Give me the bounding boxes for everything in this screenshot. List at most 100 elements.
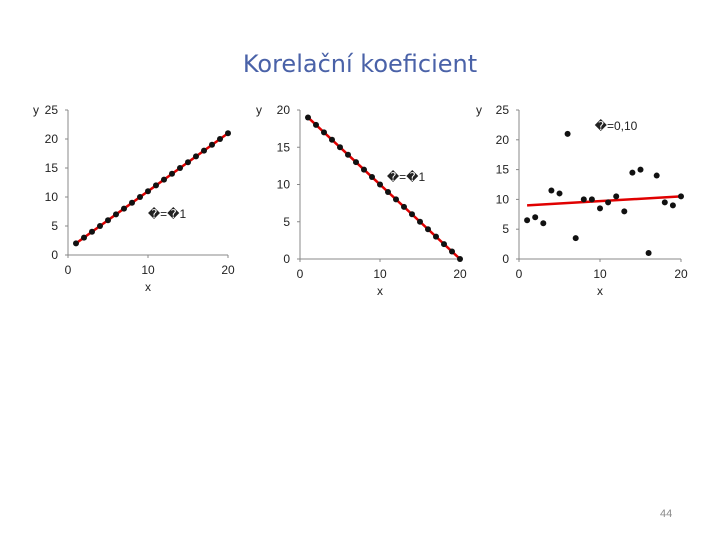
data-point [401, 203, 407, 210]
data-point [145, 188, 151, 195]
x-tick-label: 20 [453, 267, 467, 281]
y-axis-label: y [476, 103, 482, 117]
x-axis-label: x [145, 280, 151, 294]
data-point [217, 136, 223, 142]
y-tick-label: 20 [277, 103, 291, 117]
slide-title: Korelační koeficient [242, 50, 478, 78]
data-point [637, 166, 644, 173]
data-point [105, 217, 111, 224]
y-tick-label: 0 [51, 248, 58, 262]
data-point [329, 136, 335, 143]
y-tick-label: 5 [283, 215, 290, 229]
data-point [540, 220, 547, 227]
x-axis-label: x [597, 284, 603, 298]
data-point [645, 250, 652, 257]
data-point [597, 205, 603, 212]
data-point [564, 130, 571, 137]
data-point [433, 233, 439, 240]
data-point [81, 234, 87, 241]
data-point [377, 181, 383, 188]
data-point [161, 176, 167, 183]
data-point [409, 211, 415, 218]
y-tick-label: 15 [496, 163, 510, 177]
y-tick-label: 20 [496, 133, 510, 147]
data-point [605, 199, 612, 206]
data-point [661, 199, 668, 206]
y-tick-label: 25 [496, 103, 510, 117]
data-point [169, 170, 175, 177]
data-point [313, 121, 319, 128]
data-point [345, 151, 351, 158]
scatter-chart-perfect-negative: 0 5 10 15 20 0 10 20 x y �=�1 [256, 103, 467, 298]
data-point [177, 165, 183, 171]
data-point [361, 166, 367, 173]
x-tick-label: 10 [141, 263, 155, 277]
data-point [532, 214, 539, 221]
data-point [653, 172, 660, 179]
data-point [369, 174, 375, 181]
fit-line [527, 195, 682, 207]
y-tick-label: 0 [502, 252, 509, 266]
y-axis-label: y [256, 103, 262, 117]
x-tick-label: 10 [593, 267, 607, 281]
correlation-annotation: �=0,10 [595, 119, 638, 133]
data-point [137, 194, 143, 200]
correlation-annotation: �=�1 [148, 207, 187, 221]
data-point [305, 114, 311, 121]
x-axis-label: x [377, 284, 383, 298]
y-tick-label: 5 [51, 219, 58, 233]
data-point [97, 223, 103, 229]
x-tick-label: 0 [65, 263, 72, 277]
data-point [629, 169, 636, 176]
data-point [209, 141, 215, 148]
data-point [385, 188, 391, 195]
data-point [353, 159, 359, 166]
y-tick-label: 10 [277, 178, 291, 192]
y-axis-label: y [33, 103, 39, 117]
x-tick-label: 20 [674, 267, 688, 281]
data-point [449, 248, 455, 255]
scatter-chart-perfect-positive: 0 5 10 15 20 25 0 10 20 x y �=�1 [33, 103, 235, 294]
data-point [225, 130, 231, 137]
data-point [524, 217, 531, 224]
x-tick-label: 10 [373, 267, 387, 281]
x-tick-label: 0 [297, 267, 304, 281]
data-point [556, 190, 563, 197]
data-point [572, 235, 579, 242]
y-tick-label: 20 [45, 132, 59, 146]
data-point [89, 228, 95, 235]
data-point [193, 153, 199, 160]
data-point [678, 193, 684, 200]
data-point [113, 211, 119, 218]
data-point [153, 182, 159, 189]
data-point [548, 187, 555, 194]
y-tick-label: 5 [502, 222, 509, 236]
data-point [337, 144, 343, 151]
data-point [457, 256, 463, 262]
data-point [441, 241, 447, 248]
x-tick-label: 0 [516, 267, 523, 281]
data-point [185, 159, 191, 166]
page-number: 44 [660, 508, 673, 520]
data-point [129, 199, 135, 206]
y-tick-label: 10 [45, 190, 59, 204]
data-point [201, 147, 207, 154]
data-point [425, 226, 431, 233]
data-point [73, 240, 79, 247]
data-point [580, 196, 587, 203]
scatter-chart-weak-correlation: 0 5 10 15 20 25 0 10 20 x y �=0,10 [476, 103, 688, 298]
x-tick-label: 20 [221, 263, 235, 277]
data-point [621, 208, 628, 215]
y-tick-label: 15 [277, 140, 291, 154]
y-tick-label: 15 [45, 161, 59, 175]
y-tick-label: 0 [283, 252, 290, 266]
data-point [393, 196, 399, 203]
data-point [669, 202, 676, 209]
data-point [613, 193, 620, 200]
data-point [121, 205, 127, 212]
data-point [321, 129, 327, 136]
y-tick-label: 10 [496, 192, 510, 206]
data-point [588, 196, 595, 203]
correlation-annotation: �=�1 [387, 170, 426, 184]
